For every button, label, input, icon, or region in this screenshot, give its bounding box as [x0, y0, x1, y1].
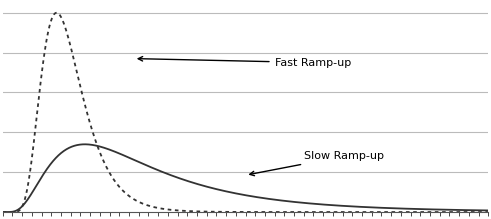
Text: Fast Ramp-up: Fast Ramp-up: [138, 57, 351, 68]
Text: Slow Ramp-up: Slow Ramp-up: [250, 151, 384, 176]
